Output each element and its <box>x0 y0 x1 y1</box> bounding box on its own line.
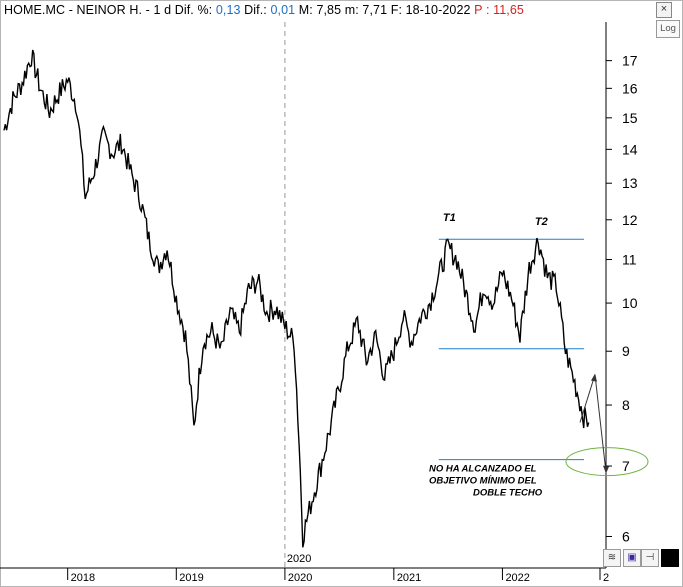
price-series <box>3 49 590 548</box>
x-tick-label: 2022 <box>505 572 529 584</box>
log-scale-button[interactable]: Log <box>656 20 680 38</box>
company-name: NEINOR H. <box>76 3 143 17</box>
pin-icon[interactable]: ⊣ <box>641 549 659 567</box>
y-tick-label: 9 <box>622 343 630 359</box>
x-tick-label: 2018 <box>71 572 95 584</box>
dif-pct-label: Dif. %: <box>174 3 213 17</box>
y-tick-label: 17 <box>622 53 638 69</box>
price-value: 11,65 <box>493 3 524 17</box>
min-label: m: <box>344 3 359 17</box>
x-tick-label: 2020 <box>288 572 312 584</box>
y-tick-label: 8 <box>622 397 630 413</box>
year-marker-label: 2020 <box>287 553 311 565</box>
y-axis: 6 7 8 9 10 11 12 13 14 15 16 17 <box>605 22 638 568</box>
y-tick-label: 6 <box>622 528 630 544</box>
header-sep: - <box>145 3 150 17</box>
y-tick-label: 11 <box>622 252 637 268</box>
x-axis: 2018 2019 2020 2021 2022 2 <box>0 567 609 584</box>
save-icon[interactable]: ▣ <box>623 549 641 567</box>
label-t1: T1 <box>443 212 456 224</box>
max-value: 7,85 <box>316 3 342 17</box>
chart-grid: 2020 <box>284 22 311 568</box>
date-value: 18-10-2022 <box>405 3 471 17</box>
y-tick-label: 16 <box>622 80 638 96</box>
target-ellipse <box>565 447 649 477</box>
annotations: T1 T2 NO HA ALCANZADO EL OBJETIVO MÍNIMO… <box>429 212 649 499</box>
period: 1 d <box>153 3 172 17</box>
date-label: F: <box>390 3 403 17</box>
color-swatch-button[interactable] <box>661 549 679 567</box>
dif-pct-value: 0,13 <box>215 3 241 17</box>
arrow-down-line <box>594 374 607 473</box>
header-sep: - <box>68 3 73 17</box>
x-tick-label: 2019 <box>179 572 203 584</box>
quote-header: HOME.MC - NEINOR H. - 1 d Dif. %: 0,13 D… <box>4 3 524 17</box>
max-label: M: <box>298 3 313 17</box>
dif-value: 0,01 <box>270 3 296 17</box>
x-tick-label: 2 <box>603 572 609 584</box>
close-button[interactable]: × <box>656 2 672 18</box>
note-line-2: OBJETIVO MÍNIMO DEL <box>429 476 537 487</box>
price-line <box>3 49 590 548</box>
x-tick-label: 2021 <box>397 572 421 584</box>
y-tick-label: 7 <box>622 458 630 474</box>
level-lines <box>438 238 584 461</box>
arrow-up-line <box>579 374 596 423</box>
min-value: 7,71 <box>362 3 388 17</box>
dif-label: Dif.: <box>244 3 267 17</box>
wave-icon[interactable]: ≋ <box>603 549 621 567</box>
note-line-3: DOBLE TECHO <box>473 488 543 499</box>
y-tick-label: 13 <box>622 175 638 191</box>
label-t2: T2 <box>535 216 548 228</box>
note-line-1: NO HA ALCANZADO EL <box>429 464 537 475</box>
y-tick-label: 12 <box>622 212 638 228</box>
y-tick-label: 15 <box>622 110 638 126</box>
arrow-head-icon <box>603 465 609 474</box>
arrow-head-icon <box>591 373 597 382</box>
price-label: P : <box>474 3 490 17</box>
y-tick-label: 14 <box>622 141 638 157</box>
ticker: HOME.MC <box>4 3 66 17</box>
y-tick-label: 10 <box>622 295 638 311</box>
